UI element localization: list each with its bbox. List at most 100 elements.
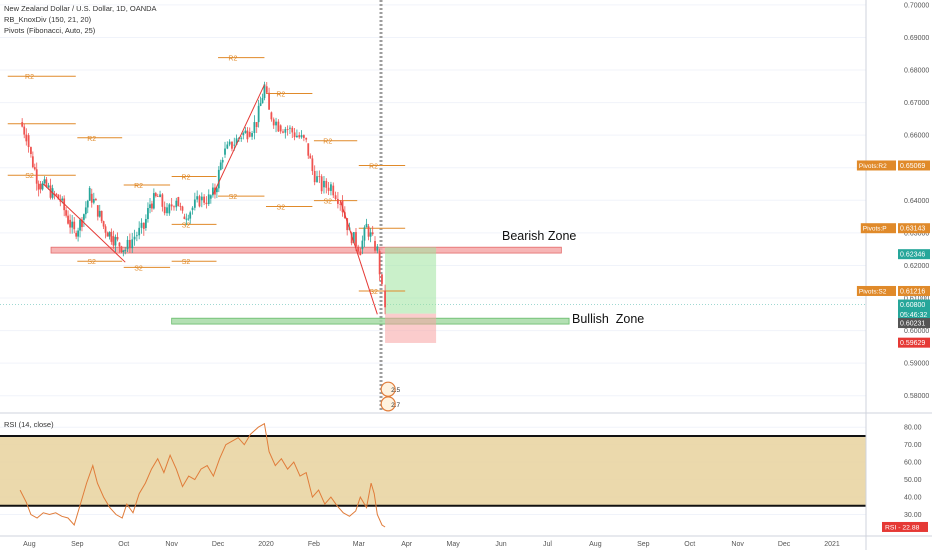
price-label-text: 0.62346 <box>900 252 925 259</box>
time-tick-label: Nov <box>731 541 744 548</box>
price-label-badge <box>898 337 930 348</box>
candle-body <box>325 180 328 188</box>
candle-body <box>152 193 155 209</box>
candle-body <box>277 121 280 132</box>
candle-body <box>191 207 194 211</box>
pivot-label-s2: S2 <box>182 222 191 229</box>
candle-body <box>49 185 52 198</box>
divergence-line <box>212 84 265 194</box>
position-tool[interactable] <box>385 247 437 343</box>
candle-body <box>209 195 212 199</box>
candle-body <box>369 232 372 237</box>
pivot-label-r2: R2 <box>228 56 237 63</box>
candle-body <box>221 159 224 163</box>
position-profit-area[interactable] <box>385 247 437 314</box>
candle-body <box>65 210 68 216</box>
candle-body <box>82 214 85 220</box>
candle-body <box>149 204 151 209</box>
pivot-label-r2: R2 <box>369 163 378 170</box>
candle-body <box>25 134 28 142</box>
candle-body <box>161 194 164 207</box>
time-tick-label: Feb <box>308 541 320 548</box>
time-tick-label: Nov <box>165 541 178 548</box>
candle-body <box>246 130 249 140</box>
bearish-zone <box>50 246 562 254</box>
position-loss-area[interactable] <box>385 313 437 343</box>
candle-body <box>104 226 107 233</box>
candle-body <box>224 148 226 155</box>
divergence-line <box>339 200 378 315</box>
candle-body <box>355 232 357 247</box>
candle-body <box>371 232 374 235</box>
rsi-value-label: RSI - 22.88 <box>885 524 920 531</box>
candle-body <box>79 219 81 231</box>
bullish-zone-label: Bullish Zone <box>572 312 645 326</box>
candle-body <box>215 188 218 193</box>
time-tick-label: Mar <box>353 541 366 548</box>
price-tick-label: 0.60000 <box>904 328 929 335</box>
divergence-markers[interactable]: 2.5 2.7 <box>380 381 401 412</box>
pivot-label-r2: R2 <box>323 139 332 146</box>
candle-body <box>120 246 123 253</box>
price-label-badge <box>898 309 930 320</box>
candle-body <box>33 167 36 170</box>
candle-body <box>27 135 30 148</box>
rsi-tick-label: 30.00 <box>904 512 922 519</box>
candle-body <box>289 127 291 129</box>
candle-body <box>378 250 381 275</box>
time-tick-label: Apr <box>401 541 413 548</box>
price-label-text: 0.59629 <box>900 340 925 347</box>
candle-body <box>77 230 79 237</box>
candle-body <box>332 185 335 196</box>
candle-body <box>147 208 149 220</box>
candle-body <box>268 92 270 110</box>
candle-body <box>71 221 74 228</box>
candle-body <box>73 221 76 230</box>
candle-body <box>323 180 325 188</box>
candle-body <box>240 137 243 139</box>
price-tick-label: 0.64000 <box>904 198 929 205</box>
candle-body <box>219 162 222 170</box>
pivot-label-s2: S2 <box>87 259 96 266</box>
price-tick-label: 0.67000 <box>904 100 929 107</box>
candle-body <box>235 138 238 145</box>
price-tick-label: 0.66000 <box>904 133 929 140</box>
candle-body <box>98 210 101 217</box>
divergence-marker[interactable] <box>380 396 396 412</box>
candle-body <box>69 219 72 228</box>
candle-body <box>311 158 314 172</box>
candle-body <box>228 141 231 145</box>
candle-body <box>100 210 103 222</box>
price-tick-label: 0.59000 <box>904 361 929 368</box>
time-tick-label: Dec <box>212 541 225 548</box>
candle-body <box>96 205 99 217</box>
candle-body <box>253 122 256 134</box>
candle-body <box>374 241 376 251</box>
pivot-label-r2: R2 <box>134 183 143 190</box>
price-tick-label: 0.61000 <box>904 296 929 303</box>
pivot-label-s2: S2 <box>277 204 286 211</box>
candle-body <box>61 198 64 201</box>
candle-body <box>270 112 273 120</box>
time-tick-label: Jul <box>543 541 552 548</box>
candle-body <box>151 203 153 209</box>
candle-body <box>41 183 44 190</box>
rsi-tick-label: 80.00 <box>904 425 922 432</box>
candle-body <box>263 84 266 99</box>
candle-body <box>94 199 97 201</box>
divergence-marker-label: 2.5 <box>391 387 400 394</box>
candle-body <box>173 206 175 208</box>
indicator-legend-knoxdiv[interactable]: RB_KnoxDiv (150, 21, 20) <box>4 15 92 24</box>
rsi-legend[interactable]: RSI (14, close) <box>4 420 54 429</box>
candle-body <box>302 135 305 138</box>
pivot-label-s2: S2 <box>229 194 238 201</box>
candle-body <box>110 231 113 242</box>
divergence-marker[interactable] <box>380 381 396 397</box>
indicator-legend-pivots[interactable]: Pivots (Fibonacci, Auto, 25) <box>4 26 96 35</box>
rsi-tick-label: 40.00 <box>904 495 922 502</box>
rsi-tick-label: 70.00 <box>904 442 922 449</box>
candles <box>21 81 386 315</box>
candle-body <box>282 131 284 133</box>
time-tick-label: Sep <box>637 541 650 548</box>
